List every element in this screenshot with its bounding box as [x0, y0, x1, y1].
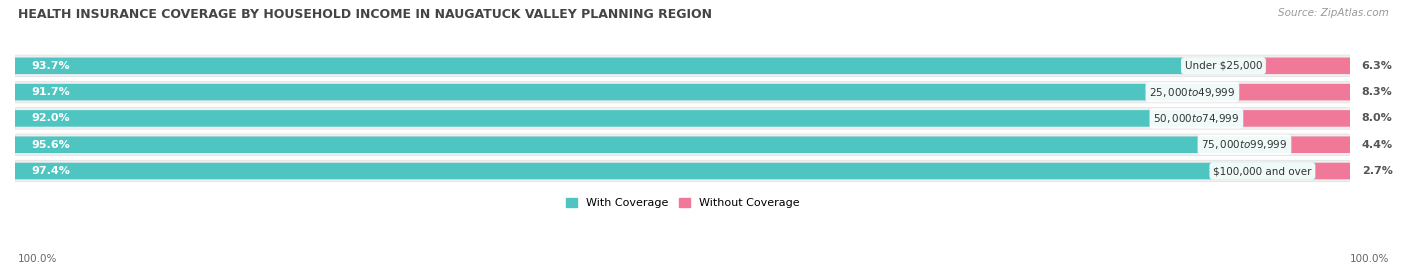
Text: $100,000 and over: $100,000 and over: [1213, 166, 1312, 176]
Text: 8.3%: 8.3%: [1361, 87, 1392, 97]
Legend: With Coverage, Without Coverage: With Coverage, Without Coverage: [561, 193, 804, 213]
FancyBboxPatch shape: [15, 163, 1316, 179]
FancyBboxPatch shape: [15, 84, 1240, 100]
FancyBboxPatch shape: [15, 55, 1350, 77]
FancyBboxPatch shape: [1240, 84, 1350, 100]
FancyBboxPatch shape: [15, 110, 1243, 127]
Text: 92.0%: 92.0%: [31, 114, 70, 123]
Text: Under $25,000: Under $25,000: [1185, 61, 1263, 71]
Text: $25,000 to $49,999: $25,000 to $49,999: [1149, 86, 1236, 99]
Text: 8.0%: 8.0%: [1361, 114, 1392, 123]
Text: 4.4%: 4.4%: [1361, 140, 1392, 150]
Text: 95.6%: 95.6%: [31, 140, 70, 150]
FancyBboxPatch shape: [15, 58, 1267, 74]
Text: Source: ZipAtlas.com: Source: ZipAtlas.com: [1278, 8, 1389, 18]
Text: 97.4%: 97.4%: [31, 166, 70, 176]
FancyBboxPatch shape: [1243, 110, 1350, 127]
Text: HEALTH INSURANCE COVERAGE BY HOUSEHOLD INCOME IN NAUGATUCK VALLEY PLANNING REGIO: HEALTH INSURANCE COVERAGE BY HOUSEHOLD I…: [18, 8, 713, 21]
FancyBboxPatch shape: [1316, 163, 1351, 179]
FancyBboxPatch shape: [15, 134, 1350, 155]
FancyBboxPatch shape: [15, 108, 1350, 129]
Text: 93.7%: 93.7%: [31, 61, 70, 71]
FancyBboxPatch shape: [15, 160, 1350, 182]
Text: 91.7%: 91.7%: [31, 87, 70, 97]
FancyBboxPatch shape: [1292, 136, 1350, 153]
FancyBboxPatch shape: [1267, 58, 1350, 74]
Text: 2.7%: 2.7%: [1362, 166, 1393, 176]
Text: $50,000 to $74,999: $50,000 to $74,999: [1153, 112, 1240, 125]
Text: 100.0%: 100.0%: [18, 254, 58, 264]
FancyBboxPatch shape: [15, 82, 1350, 103]
Text: 100.0%: 100.0%: [1350, 254, 1389, 264]
FancyBboxPatch shape: [15, 136, 1292, 153]
Text: 6.3%: 6.3%: [1361, 61, 1392, 71]
Text: $75,000 to $99,999: $75,000 to $99,999: [1201, 138, 1288, 151]
